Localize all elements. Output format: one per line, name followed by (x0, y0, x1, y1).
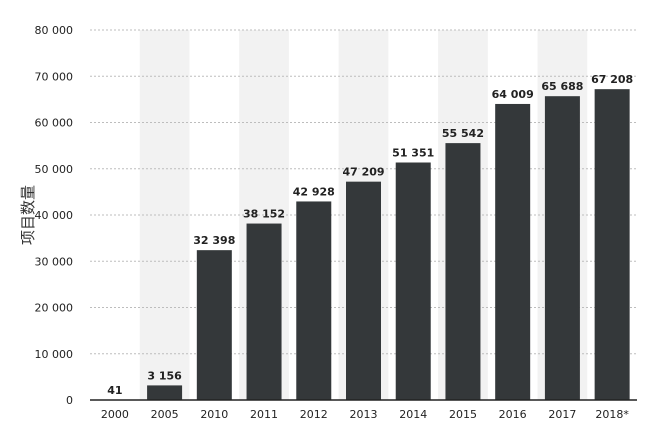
x-tick-label-2013: 2013 (350, 408, 378, 421)
data-label-2014: 51 351 (392, 147, 434, 160)
data-label-2018: 67 208 (591, 73, 633, 86)
bar-2011 (246, 223, 282, 400)
x-tick-label-2015: 2015 (449, 408, 477, 421)
data-label-2005: 3 156 (147, 369, 182, 382)
bar-2018 (594, 89, 630, 401)
y-tick-label-50000: 50 000 (35, 163, 74, 176)
bar-2013 (346, 181, 381, 400)
band-2005 (139, 30, 190, 400)
data-label-2017: 65 688 (541, 80, 583, 93)
data-label-2010: 32 398 (193, 234, 235, 247)
data-label-2011: 38 152 (243, 208, 285, 221)
bar-2012 (296, 201, 332, 400)
x-tick-label-2014: 2014 (399, 408, 427, 421)
data-label-2016: 64 009 (492, 88, 534, 101)
x-tick-label-2016: 2016 (499, 408, 527, 421)
y-tick-label-30000: 30 000 (35, 255, 74, 268)
y-tick-label-10000: 10 000 (35, 348, 74, 361)
y-tick-label-40000: 40 000 (35, 209, 74, 222)
y-tick-label-80000: 80 000 (35, 24, 74, 37)
data-label-2013: 47 209 (342, 166, 384, 179)
bar-2014 (395, 162, 431, 400)
bars (97, 89, 630, 401)
y-tick-label-60000: 60 000 (35, 117, 74, 130)
x-tick-label-2017: 2017 (548, 408, 576, 421)
y-axis-ticks: 0 10 000 20 000 30 000 40 000 50 000 60 000 70 … (35, 24, 74, 407)
x-tick-label-2005: 2005 (151, 408, 179, 421)
data-label-2015: 55 542 (442, 127, 484, 140)
data-label-2000: 41 (107, 384, 122, 397)
x-tick-label-2011: 2011 (250, 408, 278, 421)
bar-2010 (196, 250, 232, 400)
x-tick-label-2012: 2012 (300, 408, 328, 421)
bar-2015 (445, 143, 481, 400)
data-label-2012: 42 928 (293, 185, 335, 198)
y-tick-label-0: 0 (66, 394, 73, 407)
x-tick-label-2010: 2010 (200, 408, 228, 421)
y-axis-title: 项目数量 (19, 185, 37, 245)
y-tick-label-70000: 70 000 (35, 70, 74, 83)
data-labels: 41 3 156 32 398 38 152 42 928 47 209 51 351 55 … (107, 73, 633, 397)
bar-2016 (495, 103, 531, 400)
bar-2005 (147, 385, 183, 400)
bar-2017 (544, 96, 580, 401)
x-tick-label-2000: 2000 (101, 408, 129, 421)
x-tick-label-2018: 2018* (595, 408, 629, 421)
y-tick-label-20000: 20 000 (35, 302, 74, 315)
x-axis-ticks: 2000 2005 2010 2011 2012 2013 2014 2015 2016 2017… (101, 408, 630, 421)
